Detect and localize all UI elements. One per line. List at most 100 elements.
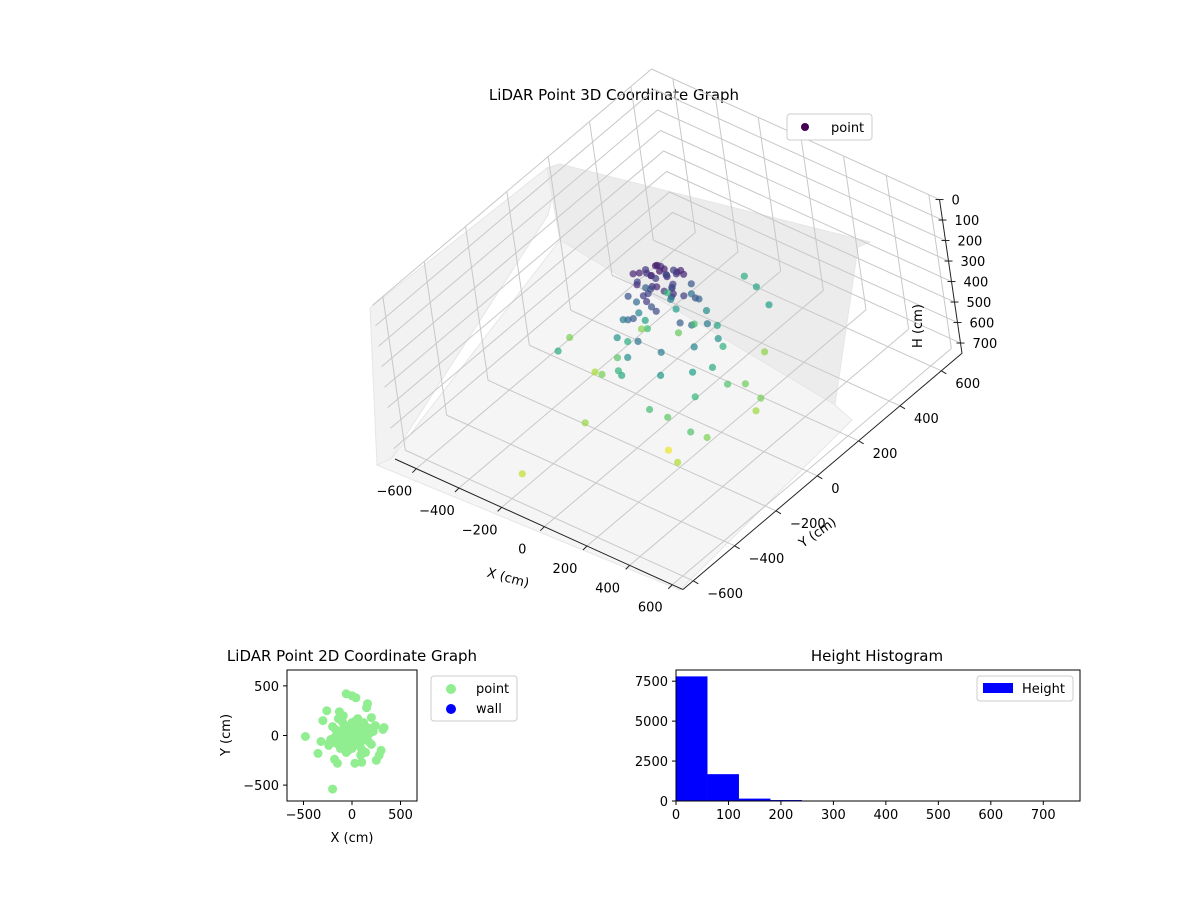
z-tick-label-3d: 200 xyxy=(958,235,983,250)
grid-line-back xyxy=(715,97,739,252)
x-tick-label-hist: 400 xyxy=(873,808,898,823)
legend-histogram-swatch xyxy=(983,683,1013,693)
scatter-point-3d xyxy=(680,292,688,300)
grid-line-x xyxy=(543,290,824,528)
grid-line-side xyxy=(547,156,572,311)
x-tick-label-2d: 500 xyxy=(388,808,413,823)
histogram-bar xyxy=(707,774,739,801)
points-3d xyxy=(518,261,773,478)
scatter-point-2d xyxy=(334,707,344,717)
scatter-point-3d xyxy=(651,262,660,270)
x-tick-label-3d: 0 xyxy=(518,543,526,558)
scatter-point-3d xyxy=(687,290,696,298)
x-tick-3d xyxy=(582,545,588,551)
grid-line-h xyxy=(390,191,958,429)
histogram-title: Height Histogram xyxy=(811,647,943,665)
scatter-point-3d xyxy=(591,368,599,376)
scatter-point-2d xyxy=(330,754,339,764)
x-tick-label-3d: −400 xyxy=(419,504,455,519)
scatter-point-3d xyxy=(714,335,722,343)
x-tick-label-2d: 0 xyxy=(348,808,356,823)
y-axis-label-2d: Y (cm) xyxy=(219,714,234,757)
y-tick-label-3d: 600 xyxy=(955,377,980,392)
x-tick-label-3d: −600 xyxy=(376,485,412,500)
grid-line-y xyxy=(405,449,694,582)
x-tick-label-2d: −500 xyxy=(286,808,322,823)
x-tick-label-3d: 600 xyxy=(638,601,663,616)
scatter-point-2d xyxy=(366,713,376,723)
y-tick-label-3d: −200 xyxy=(790,517,826,532)
scatter-point-3d xyxy=(624,292,632,300)
legend-2d-wall-label: wall xyxy=(476,702,502,717)
x-tick-label-hist: 100 xyxy=(716,808,741,823)
z-tick-label-3d: 500 xyxy=(967,296,992,311)
scatter-point-2d xyxy=(313,748,323,758)
y-tick-label-2d: 500 xyxy=(254,680,279,695)
scatter-point-3d xyxy=(642,266,650,274)
grid-line-side xyxy=(630,86,654,241)
scatter-point-3d xyxy=(662,271,670,279)
y-tick-3d xyxy=(817,475,823,480)
scatter-point-3d xyxy=(554,347,562,355)
grid-line-x xyxy=(629,328,909,566)
scatter-point-3d xyxy=(624,338,632,346)
z-tick-label-3d: 0 xyxy=(952,194,960,209)
chart-histogram: Height Histogram 0 100 200 300 400 500 600 7000… xyxy=(635,647,1081,823)
scatter-point-3d xyxy=(765,301,773,309)
legend-3d: point xyxy=(786,113,873,141)
grid-line-h xyxy=(375,88,943,327)
scatter-point-3d xyxy=(634,337,642,345)
histogram-bar xyxy=(738,798,771,801)
scatter-point-3d xyxy=(663,289,672,297)
scatter-point-2d xyxy=(363,699,372,709)
scatter-point-3d xyxy=(761,348,769,356)
scatter-point-3d xyxy=(674,458,682,466)
x-tick-label-hist: 500 xyxy=(926,808,951,823)
chart-2d: LiDAR Point 2D Coordinate Graph −500 0 500… xyxy=(219,647,518,846)
y-tick-3d xyxy=(941,370,947,375)
grid-line-side xyxy=(423,261,448,416)
scatter-point-3d xyxy=(687,280,695,288)
x-tick-label-3d: −200 xyxy=(462,523,498,538)
legend-3d-point-label: point xyxy=(831,121,864,136)
legend-2d-point-label: point xyxy=(476,682,509,697)
legend-3d-point-marker xyxy=(801,123,809,131)
axes-histogram: 0 100 200 300 400 500 600 700 0 2500 5000 7500 xyxy=(635,675,1056,823)
scatter-point-3d xyxy=(690,320,698,328)
x-tick-3d xyxy=(454,487,460,493)
y-tick-label-3d: 0 xyxy=(831,482,839,497)
y-tick-label-3d: 400 xyxy=(914,412,939,427)
scatter-point-2d xyxy=(359,718,369,728)
legend-histogram: Height xyxy=(976,675,1074,702)
y-tick-3d xyxy=(899,405,906,410)
scatter-point-3d xyxy=(669,266,678,274)
y-tick-label-3d: −400 xyxy=(749,552,785,567)
scatter-point-3d xyxy=(635,269,643,277)
grid-line-h xyxy=(387,170,955,409)
legend-2d-point-marker xyxy=(446,684,456,694)
grid-line-h xyxy=(372,68,940,306)
histogram-bar xyxy=(676,676,708,801)
scatter-point-3d xyxy=(668,283,676,291)
grid-line-back xyxy=(800,136,824,291)
grid-line-h xyxy=(384,150,952,388)
scatter-point-3d xyxy=(713,321,721,329)
z-tick-label-3d: 600 xyxy=(970,317,995,332)
scatter-point-3d xyxy=(652,274,660,283)
x-tick-label-hist: 600 xyxy=(978,808,1003,823)
scatter-point-2d xyxy=(328,722,338,732)
scatter-point-3d xyxy=(613,334,621,342)
y-tick-label-hist: 7500 xyxy=(635,675,668,690)
grid-line-side xyxy=(465,226,489,381)
grid-line-side xyxy=(382,296,406,451)
grid-line-x xyxy=(671,348,952,586)
x-tick-label-hist: 300 xyxy=(821,808,846,823)
scatter-point-3d xyxy=(741,380,750,388)
scatter-point-3d xyxy=(702,307,711,315)
x-tick-label-3d: 200 xyxy=(553,562,578,577)
scatter-point-3d xyxy=(624,353,632,361)
x-axis-3d xyxy=(394,458,684,591)
y-tick-label-3d: 200 xyxy=(873,447,898,462)
z-tick-label-3d: 700 xyxy=(973,337,998,352)
